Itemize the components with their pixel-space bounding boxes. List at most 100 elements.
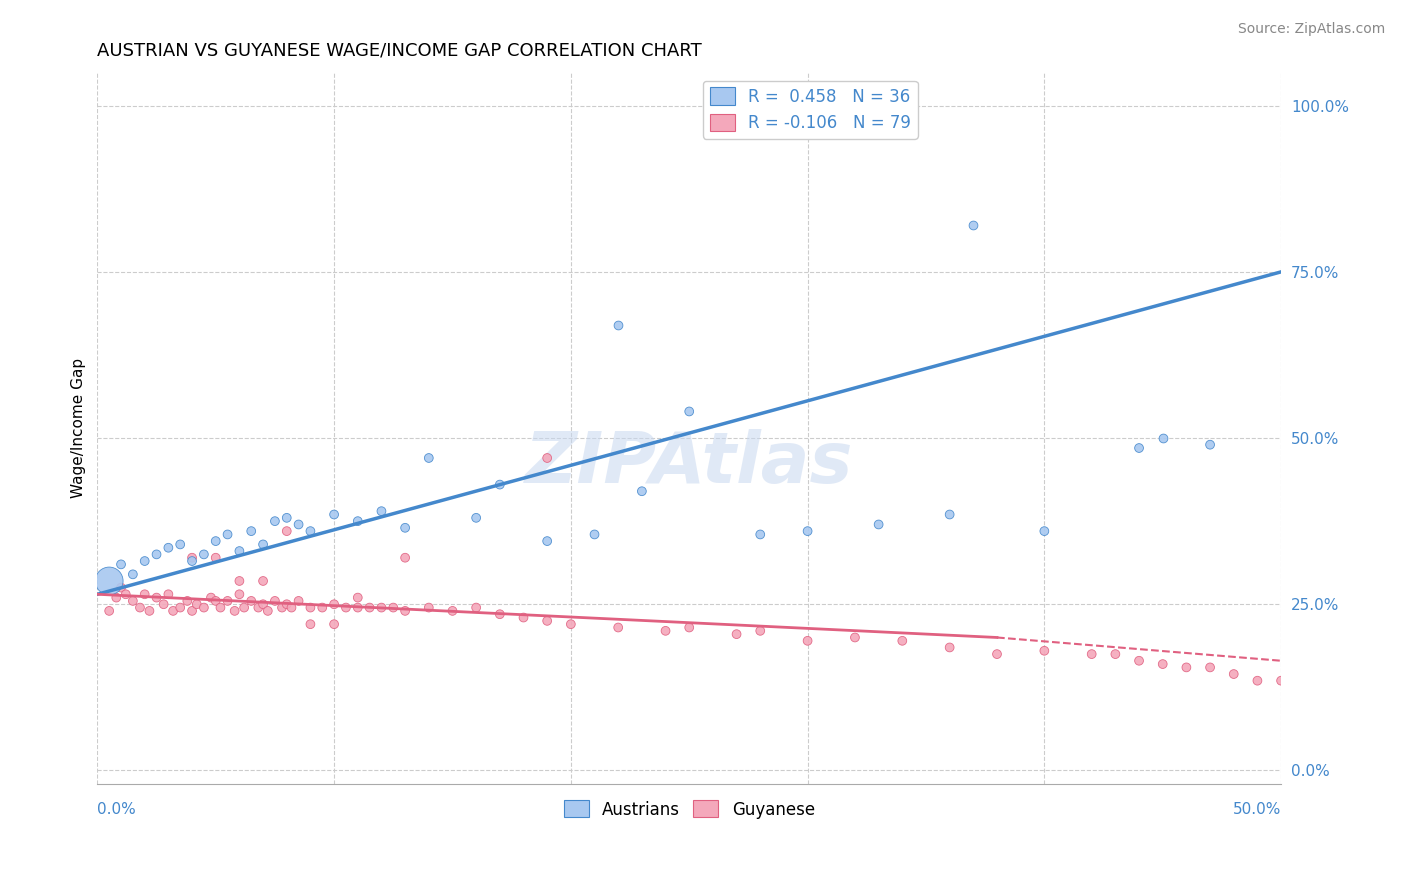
Point [145,548,167,562]
Point [844,631,866,645]
Point [323,597,346,611]
Point [1152,657,1174,671]
Point [678,620,700,634]
Point [157,587,180,601]
Point [233,600,256,615]
Point [1246,673,1268,688]
Point [240,594,263,608]
Legend: Austrians, Guyanese: Austrians, Guyanese [557,794,821,825]
Point [299,617,322,632]
Point [98,604,121,618]
Point [299,600,322,615]
Point [138,604,160,618]
Point [121,567,143,582]
Point [583,527,606,541]
Point [346,514,368,528]
Point [110,581,132,595]
Point [280,600,302,615]
Point [749,624,772,638]
Point [264,514,287,528]
Point [654,624,676,638]
Point [252,537,274,551]
Point [725,627,748,641]
Point [129,600,152,615]
Point [1128,441,1150,455]
Y-axis label: Wage/Income Gap: Wage/Income Gap [72,358,86,498]
Point [631,484,654,499]
Point [200,591,222,605]
Point [796,633,818,648]
Point [394,604,416,618]
Point [110,558,132,572]
Point [240,524,263,538]
Point [162,604,184,618]
Point [1175,660,1198,674]
Point [204,550,226,565]
Point [394,521,416,535]
Point [382,600,405,615]
Point [1033,524,1056,538]
Point [1128,654,1150,668]
Point [98,574,121,588]
Point [134,587,156,601]
Point [217,527,239,541]
Point [145,591,167,605]
Point [1033,644,1056,658]
Text: 0.0%: 0.0% [97,802,136,816]
Point [276,524,298,538]
Point [370,600,392,615]
Point [134,554,156,568]
Point [536,534,558,549]
Point [264,594,287,608]
Point [749,527,772,541]
Point [359,600,381,615]
Point [311,600,333,615]
Point [209,600,232,615]
Point [169,537,191,551]
Point [105,591,128,605]
Point [418,450,440,465]
Point [252,574,274,588]
Point [152,597,174,611]
Point [228,544,250,558]
Point [181,554,204,568]
Point [287,594,309,608]
Point [1199,438,1222,452]
Point [335,600,357,615]
Point [678,404,700,418]
Point [891,633,914,648]
Point [394,550,416,565]
Text: Source: ZipAtlas.com: Source: ZipAtlas.com [1237,22,1385,37]
Point [276,597,298,611]
Point [1152,431,1174,445]
Point [346,600,368,615]
Point [181,604,204,618]
Point [986,647,1008,661]
Point [512,610,534,624]
Point [465,600,488,615]
Point [252,597,274,611]
Point [1270,673,1292,688]
Point [121,594,143,608]
Point [488,477,510,491]
Point [193,600,215,615]
Point [607,318,630,332]
Point [157,541,180,555]
Point [962,219,984,233]
Point [228,587,250,601]
Text: AUSTRIAN VS GUYANESE WAGE/INCOME GAP CORRELATION CHART: AUSTRIAN VS GUYANESE WAGE/INCOME GAP COR… [97,42,702,60]
Point [346,591,368,605]
Text: ZIPAtlas: ZIPAtlas [524,429,853,498]
Point [299,524,322,538]
Point [488,607,510,622]
Point [204,594,226,608]
Point [169,600,191,615]
Point [1199,660,1222,674]
Point [418,600,440,615]
Point [217,594,239,608]
Point [938,640,960,655]
Point [228,574,250,588]
Point [114,587,136,601]
Point [193,548,215,562]
Point [1104,647,1126,661]
